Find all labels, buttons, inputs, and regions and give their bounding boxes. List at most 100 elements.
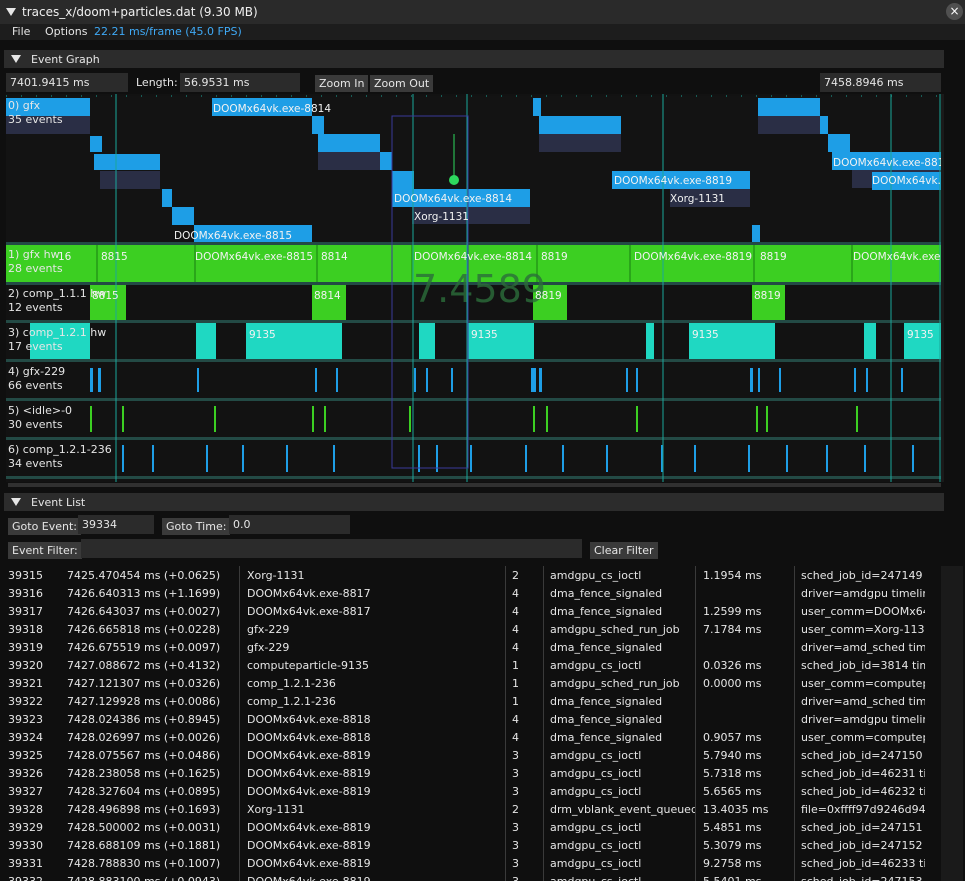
row-label-gfx-hw[interactable]: 1) gfx hw 28 events: [8, 248, 63, 276]
table-row[interactable]: 39318 7426.665818 ms (+0.0228) gfx-229 4 amd…: [0, 621, 940, 639]
column-separator[interactable]: [239, 566, 240, 881]
row-label-comp121-hw[interactable]: 3) comp_1.2.1 hw 17 events: [8, 326, 106, 354]
collapse-triangle-icon[interactable]: [6, 8, 16, 16]
timestamp-cell: 7428.883100 ms (+0.0943): [67, 875, 239, 881]
menu-file[interactable]: File: [12, 25, 31, 38]
table-row[interactable]: 39316 7426.640313 ms (+1.1699) DOOMx64vk.e…: [0, 585, 940, 603]
event-name-cell: amdgpu_cs_ioctl: [550, 767, 642, 780]
bar-label: Xorg-1131: [414, 211, 469, 223]
hw-label: 8819: [760, 251, 787, 263]
cpu-cell: 3: [512, 857, 519, 870]
event-id-cell: 39332: [8, 875, 66, 881]
start-time-field[interactable]: 7401.9415 ms: [6, 73, 128, 92]
timestamp-cell: 7428.238058 ms (+0.1625): [67, 767, 221, 780]
event-id-cell: 39331: [8, 857, 43, 870]
column-separator[interactable]: [794, 566, 795, 881]
event-graph-header[interactable]: Event Graph: [4, 50, 944, 68]
collapse-triangle-icon[interactable]: [11, 55, 21, 63]
table-row[interactable]: 39329 7428.500002 ms (+0.0031) DOOMx64vk.e…: [0, 819, 940, 837]
hw-label: 8814: [321, 251, 348, 263]
process-cell: computeparticle-9135: [247, 659, 369, 672]
hover-marker-icon[interactable]: [449, 175, 459, 185]
info-cell: sched_job_id=46232 time: [801, 785, 925, 798]
window-titlebar[interactable]: traces_x/doom+particles.dat (9.30 MB) ×: [0, 0, 965, 24]
info-cell: driver=amd_sched timelin: [801, 695, 925, 708]
event-list-scrollbar[interactable]: [941, 566, 963, 881]
event-graph-svg[interactable]: 7.4589: [6, 94, 941, 482]
gfx-hw-band[interactable]: [6, 245, 941, 282]
event-list-header[interactable]: Event List: [4, 493, 944, 511]
gfx-bars[interactable]: [6, 98, 941, 242]
clear-filter-button[interactable]: Clear Filter: [590, 542, 658, 559]
process-cell: DOOMx64vk.exe-8818: [247, 731, 371, 744]
selection-rectangle[interactable]: [391, 115, 469, 469]
duration-cell: 0.9057 ms: [703, 731, 762, 744]
process-cell: Xorg-1131: [247, 803, 305, 816]
zoom-out-button[interactable]: Zoom Out: [370, 75, 434, 92]
table-row[interactable]: 39321 7427.121307 ms (+0.0326) comp_1.2.1-…: [0, 675, 940, 693]
comp111-label: 8814: [314, 290, 341, 302]
table-row[interactable]: 39326 7428.238058 ms (+0.1625) DOOMx64vk.e…: [0, 765, 940, 783]
row-label-idle[interactable]: 5) <idle>-0 30 events: [8, 404, 72, 432]
info-cell: driver=amdgpu timeline=g: [801, 713, 925, 726]
event-name-cell: amdgpu_cs_ioctl: [550, 857, 642, 870]
goto-event-button[interactable]: Goto Event:: [8, 518, 82, 535]
cpu-cell: 1: [512, 659, 519, 672]
table-row[interactable]: 39330 7428.688109 ms (+0.1881) DOOMx64vk.e…: [0, 837, 940, 855]
table-row[interactable]: 39324 7428.026997 ms (+0.0026) DOOMx64vk.e…: [0, 729, 940, 747]
column-separator[interactable]: [695, 566, 696, 881]
table-row[interactable]: 393327428.883100 ms (+0.0943) DOOMx64vk.e…: [0, 873, 940, 881]
info-cell: driver=amd_sched timelin: [801, 641, 925, 654]
event-filter-button[interactable]: Event Filter:: [8, 542, 82, 559]
comp121-blocks[interactable]: [30, 323, 941, 359]
collapse-triangle-icon[interactable]: [11, 498, 21, 506]
timestamp-cell: 7426.643037 ms (+0.0027): [67, 605, 221, 618]
menu-options[interactable]: Options: [45, 25, 88, 38]
process-cell: DOOMx64vk.exe-8819: [247, 821, 371, 834]
table-row[interactable]: 39322 7427.129928 ms (+0.0086) comp_1.2.1-…: [0, 693, 940, 711]
close-icon[interactable]: ×: [946, 3, 963, 20]
hw-label: 8819: [541, 251, 568, 263]
table-row[interactable]: 39325 7428.075567 ms (+0.0486) DOOMx64vk.e…: [0, 747, 940, 765]
row-label-comp111-hw[interactable]: 2) comp_1.1.1 hw 12 events: [8, 287, 106, 315]
info-cell: file=0xffff97d9246d9400: [801, 803, 925, 816]
table-row[interactable]: 39327 7428.327604 ms (+0.0895) DOOMx64vk.e…: [0, 783, 940, 801]
table-row[interactable]: 39319 7426.675519 ms (+0.0097) gfx-229 4 dma…: [0, 639, 940, 657]
column-separator[interactable]: [543, 566, 544, 881]
cpu-cell: 3: [512, 749, 519, 762]
table-row[interactable]: 39323 7428.024386 ms (+0.8945) DOOMx64vk.e…: [0, 711, 940, 729]
goto-time-button[interactable]: Goto Time:: [162, 518, 231, 535]
graph-horizontal-scrollbar[interactable]: [8, 483, 941, 487]
zoom-in-button[interactable]: Zoom In: [315, 75, 369, 92]
length-field[interactable]: 56.9531 ms: [180, 73, 300, 92]
event-list-table[interactable]: 39315 7425.470454 ms (+0.0625) Xorg-1131 2 a…: [0, 566, 940, 881]
column-separator[interactable]: [505, 566, 506, 881]
process-cell: DOOMx64vk.exe-8819: [247, 875, 502, 881]
row-label-comp236[interactable]: 6) comp_1.2.1-236 34 events: [8, 443, 112, 471]
table-row[interactable]: 39320 7427.088672 ms (+0.4132) computepart…: [0, 657, 940, 675]
table-row[interactable]: 39315 7425.470454 ms (+0.0625) Xorg-1131 2 a…: [0, 567, 940, 585]
row-separator: [6, 359, 941, 362]
table-row[interactable]: 39331 7428.788830 ms (+0.1007) DOOMx64vk.e…: [0, 855, 940, 873]
table-row[interactable]: 39317 7426.643037 ms (+0.0027) DOOMx64vk.e…: [0, 603, 940, 621]
info-cell: sched_job_id=247151 tim: [801, 821, 925, 834]
process-cell: Xorg-1131: [247, 569, 305, 582]
timestamp-cell: 7425.470454 ms (+0.0625): [67, 569, 221, 582]
goto-time-input[interactable]: 0.0: [229, 515, 350, 534]
process-cell: gfx-229: [247, 641, 290, 654]
end-time-field[interactable]: 7458.8946 ms: [820, 73, 941, 92]
graph-vertical-scrollbar[interactable]: [941, 94, 944, 482]
hw-label: DOOMx64vk.exe-8819: [853, 251, 941, 263]
event-graph-canvas[interactable]: 7.4589 0) gfx 35 events 1) gfx hw 28 eve…: [6, 94, 941, 482]
process-cell: DOOMx64vk.exe-8819: [247, 749, 371, 762]
duration-cell: 0.0326 ms: [703, 659, 762, 672]
frame-marker-lines: [115, 94, 941, 482]
cpu-cell: 4: [512, 623, 519, 636]
event-id-cell: 39327: [8, 785, 43, 798]
table-row[interactable]: 39328 7428.496898 ms (+0.1693) Xorg-1131 2 d…: [0, 801, 940, 819]
comp111-blocks[interactable]: [90, 285, 785, 320]
row-label-gfx[interactable]: 0) gfx 35 events: [8, 99, 63, 127]
event-filter-input[interactable]: [81, 539, 582, 558]
goto-event-input[interactable]: 39334: [78, 515, 154, 534]
row-label-gfx229[interactable]: 4) gfx-229 66 events: [8, 365, 65, 393]
